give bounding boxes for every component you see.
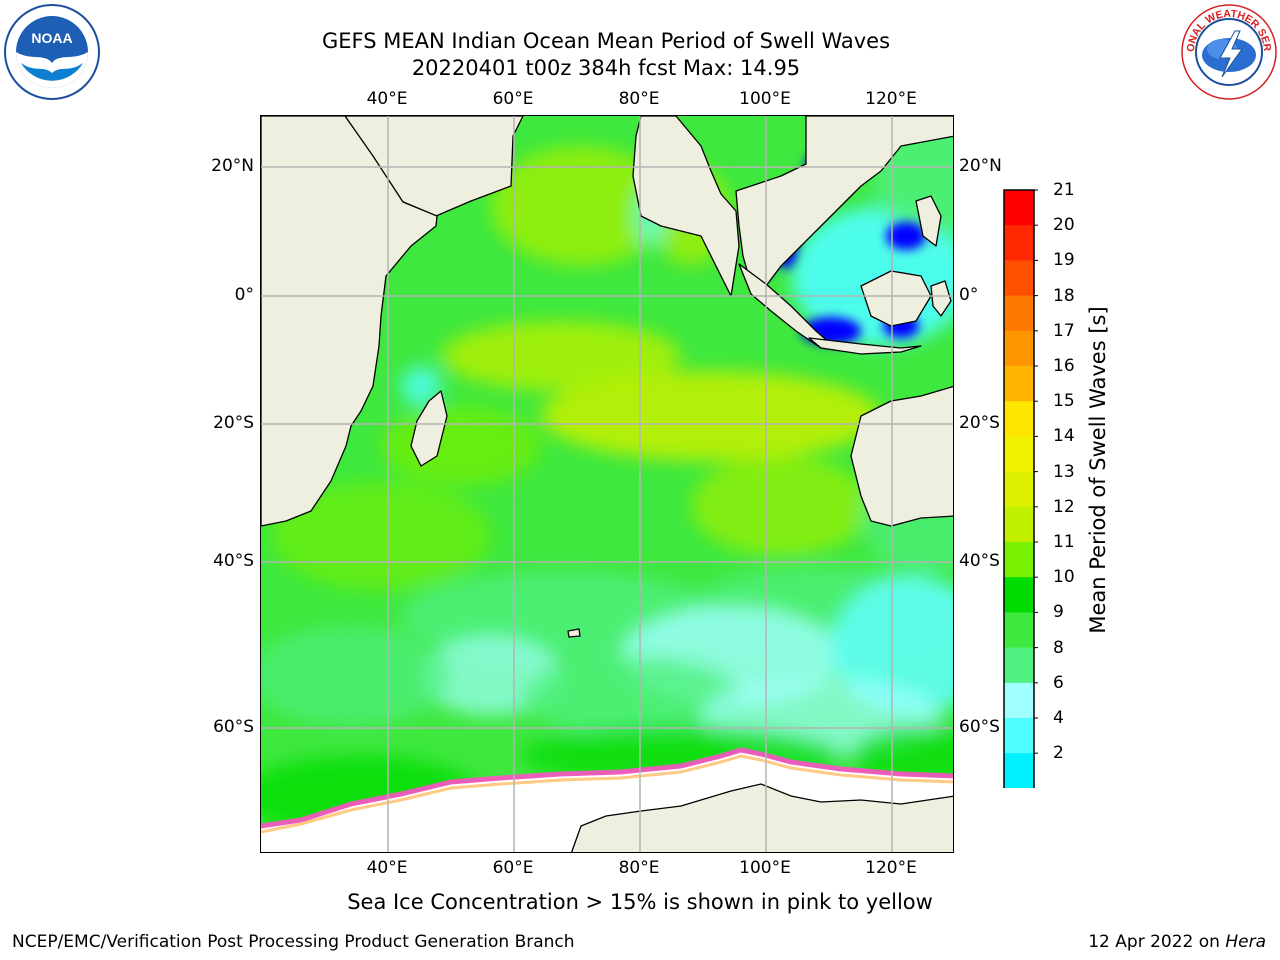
colorbar-tick-label: 15	[1053, 391, 1075, 412]
lon-tick-top: 40°E	[366, 89, 408, 109]
lat-tick-left: 60°S	[213, 717, 254, 737]
colorbar-band	[1004, 401, 1034, 437]
colorbar-tick-label: 8	[1053, 637, 1064, 658]
colorbar-tick-label: 17	[1053, 320, 1075, 341]
colorbar-tick-label: 13	[1053, 461, 1075, 482]
lat-tick-right: 20°S	[959, 413, 1000, 433]
colorbar-band	[1004, 366, 1034, 402]
colorbar-tick-label: 10	[1053, 567, 1075, 588]
graticule	[261, 116, 953, 852]
lon-tick-top: 120°E	[865, 89, 917, 109]
colorbar-band	[1004, 682, 1034, 719]
colorbar-band	[1004, 225, 1034, 261]
date-text: 12 Apr 2022 on	[1088, 932, 1226, 952]
lat-tick-right: 40°S	[959, 551, 1000, 571]
lat-tick-right: 60°S	[959, 717, 1000, 737]
swell-period-map	[260, 115, 954, 853]
credit-text: NCEP/EMC/Verification Post Processing Pr…	[12, 932, 575, 952]
colorbar-band	[1004, 190, 1034, 226]
colorbar-band	[1004, 330, 1034, 367]
colorbar-tick-label: 14	[1053, 426, 1075, 447]
lat-tick-left: 20°S	[213, 413, 254, 433]
colorbar-band	[1004, 577, 1034, 613]
colorbar-tick-label: 2	[1053, 743, 1064, 764]
colorbar-title: Mean Period of Swell Waves [s]	[1086, 306, 1110, 634]
noaa-logo: NOAA	[3, 3, 101, 101]
lon-tick-top: 60°E	[492, 89, 534, 109]
lon-tick-top: 80°E	[618, 89, 660, 109]
colorbar-band	[1004, 506, 1034, 543]
colorbar-band	[1004, 295, 1034, 332]
colorbar-band	[1004, 436, 1034, 473]
colorbar-band	[1004, 612, 1034, 649]
lat-tick-right: 0°	[959, 285, 979, 305]
lat-tick-right: 20°N	[959, 156, 1002, 176]
colorbar-tick-label: 20	[1053, 215, 1075, 236]
colorbar-tick-label: 18	[1053, 285, 1075, 306]
lon-tick-bottom: 120°E	[865, 858, 917, 878]
lon-tick-bottom: 100°E	[739, 858, 791, 878]
lon-tick-bottom: 40°E	[366, 858, 408, 878]
lon-tick-top: 100°E	[739, 89, 791, 109]
colorbar-tick-label: 12	[1053, 496, 1075, 517]
colorbar-tick-label: 4	[1053, 708, 1064, 728]
colorbar-tick-label: 11	[1053, 532, 1075, 552]
machine-name: Hera	[1225, 932, 1266, 952]
lat-tick-left: 0°	[234, 285, 254, 305]
chart-subtitle: 20220401 t00z 384h fcst Max: 14.95	[411, 56, 801, 80]
lon-tick-bottom: 80°E	[618, 858, 660, 878]
antarctica	[571, 783, 953, 852]
colorbar-tick-label: 21	[1053, 180, 1075, 200]
colorbar-tick-label: 9	[1053, 602, 1064, 623]
nws-logo: NATIONAL WEATHER SERVICE	[1176, 0, 1278, 101]
colorbar-band	[1004, 471, 1034, 508]
colorbar-band	[1004, 260, 1034, 297]
lat-tick-left: 20°N	[211, 156, 254, 176]
colorbar-band	[1004, 647, 1034, 684]
chart-title: GEFS MEAN Indian Ocean Mean Period of Sw…	[321, 29, 891, 53]
colorbar-band	[1004, 542, 1034, 578]
sea-ice-edge	[261, 747, 953, 829]
colorbar	[1002, 188, 1039, 853]
colorbar-tick-label: 16	[1053, 356, 1075, 376]
colorbar-tick-label: 19	[1053, 250, 1075, 271]
lat-tick-left: 40°S	[213, 551, 254, 571]
lon-tick-bottom: 60°E	[492, 858, 534, 878]
colorbar-band	[1004, 718, 1034, 754]
colorbar-band	[1004, 753, 1034, 789]
colorbar-tick-label: 6	[1053, 672, 1064, 693]
date-stamp: 12 Apr 2022 on Hera	[1088, 932, 1266, 952]
sea-ice-note: Sea Ice Concentration > 15% is shown in …	[347, 890, 933, 914]
noaa-logo-text: NOAA	[31, 30, 72, 46]
